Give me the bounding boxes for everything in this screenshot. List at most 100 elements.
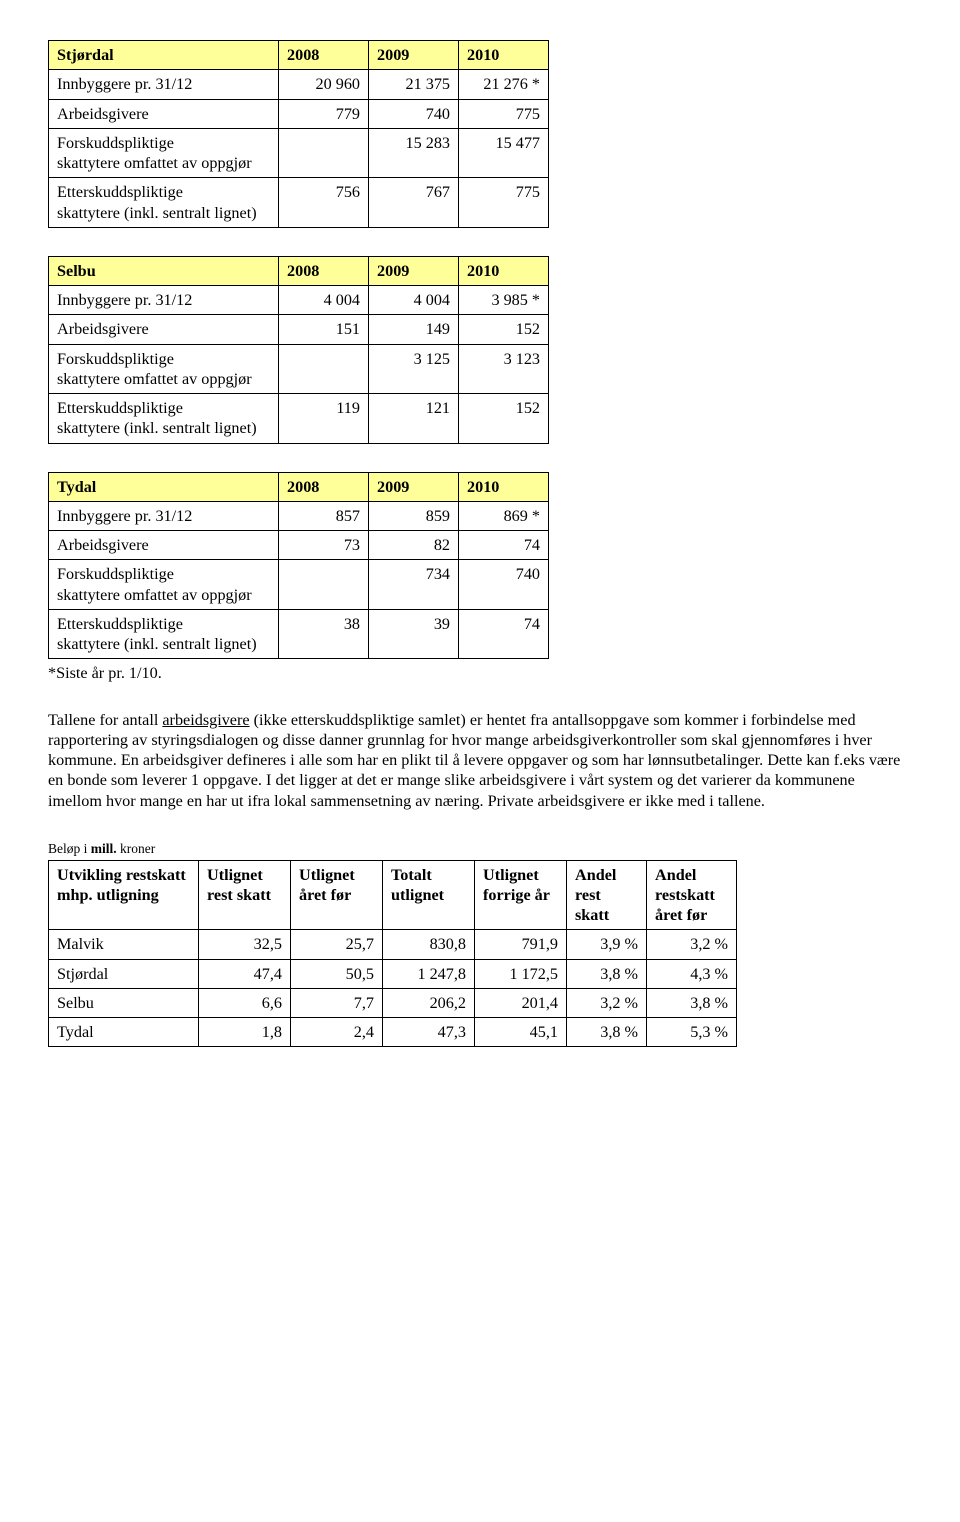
table-header-row: Stjørdal200820092010 (49, 41, 549, 70)
rest-h3: Totalt utlignet (383, 860, 475, 930)
cell-value: 39 (369, 609, 459, 659)
cell-value: 779 (279, 99, 369, 128)
table-header-row: Selbu200820092010 (49, 256, 549, 285)
table-row: Forskuddspliktigeskattytere omfattet av … (49, 560, 549, 610)
table-row: Forskuddspliktigeskattytere omfattet av … (49, 128, 549, 178)
year-header: 2009 (369, 41, 459, 70)
cell-value: 21 375 (369, 70, 459, 99)
rest-h6: Andel restskatt året før (647, 860, 737, 930)
row-label: Etterskuddspliktigeskattytere (inkl. sen… (49, 178, 279, 228)
table-header-row: Tydal200820092010 (49, 472, 549, 501)
year-header: 2008 (279, 256, 369, 285)
rest-h4: Utlignet forrige år (475, 860, 567, 930)
rest-caption: Beløp i mill. kroner (48, 841, 912, 858)
cell-value: 3 123 (459, 344, 549, 394)
year-header: 2009 (369, 256, 459, 285)
rest-cell: 3,9 % (567, 930, 647, 959)
rest-cell: 830,8 (383, 930, 475, 959)
rest-cell: 45,1 (475, 1018, 567, 1047)
year-header: 2009 (369, 472, 459, 501)
table-footnote: *Siste år pr. 1/10. (48, 663, 912, 683)
table-row: Innbyggere pr. 31/12857859869 * (49, 501, 549, 530)
cell-value: 859 (369, 501, 459, 530)
row-label: Arbeidsgivere (49, 315, 279, 344)
rest-row-label: Selbu (49, 988, 199, 1017)
rest-h2: Utlignet året før (291, 860, 383, 930)
rest-row: Selbu6,67,7206,2201,43,2 %3,8 % (49, 988, 737, 1017)
para-underlined: arbeidsgivere (162, 711, 249, 729)
cell-value: 121 (369, 394, 459, 444)
row-label: Etterskuddspliktigeskattytere (inkl. sen… (49, 609, 279, 659)
rest-cell: 5,3 % (647, 1018, 737, 1047)
row-label: Forskuddspliktigeskattytere omfattet av … (49, 344, 279, 394)
cell-value: 3 985 * (459, 286, 549, 315)
table-row: Etterskuddspliktigeskattytere (inkl. sen… (49, 178, 549, 228)
cell-value: 149 (369, 315, 459, 344)
cell-value (279, 344, 369, 394)
rest-cell: 1 172,5 (475, 959, 567, 988)
cell-value: 4 004 (369, 286, 459, 315)
cell-value: 74 (459, 531, 549, 560)
cell-value: 857 (279, 501, 369, 530)
rest-h5: Andel rest skatt (567, 860, 647, 930)
year-header: 2010 (459, 256, 549, 285)
table-title: Selbu (49, 256, 279, 285)
table-row: Innbyggere pr. 31/1220 96021 37521 276 * (49, 70, 549, 99)
year-header: 2008 (279, 472, 369, 501)
row-label: Forskuddspliktigeskattytere omfattet av … (49, 560, 279, 610)
cell-value: 734 (369, 560, 459, 610)
cell-value: 15 283 (369, 128, 459, 178)
cell-value: 119 (279, 394, 369, 444)
cell-value: 767 (369, 178, 459, 228)
cell-value (279, 560, 369, 610)
explanatory-paragraph: Tallene for antall arbeidsgivere (ikke e… (48, 710, 912, 811)
rest-cell: 47,4 (199, 959, 291, 988)
table-row: Etterskuddspliktigeskattytere (inkl. sen… (49, 609, 549, 659)
table-row: Arbeidsgivere738274 (49, 531, 549, 560)
rest-row: Tydal1,82,447,345,13,8 %5,3 % (49, 1018, 737, 1047)
rest-row: Malvik32,525,7830,8791,93,9 %3,2 % (49, 930, 737, 959)
year-header: 2010 (459, 41, 549, 70)
cell-value: 869 * (459, 501, 549, 530)
municipal-table: Tydal200820092010Innbyggere pr. 31/12857… (48, 472, 549, 660)
row-label: Innbyggere pr. 31/12 (49, 501, 279, 530)
rest-cell: 47,3 (383, 1018, 475, 1047)
municipal-table: Selbu200820092010Innbyggere pr. 31/124 0… (48, 256, 549, 444)
table-row: Arbeidsgivere151149152 (49, 315, 549, 344)
rest-cell: 6,6 (199, 988, 291, 1017)
municipal-table: Stjørdal200820092010Innbyggere pr. 31/12… (48, 40, 549, 228)
rest-cell: 3,2 % (647, 930, 737, 959)
row-label: Arbeidsgivere (49, 99, 279, 128)
row-label: Innbyggere pr. 31/12 (49, 70, 279, 99)
rest-cell: 3,8 % (647, 988, 737, 1017)
row-label: Forskuddspliktigeskattytere omfattet av … (49, 128, 279, 178)
table-row: Arbeidsgivere779740775 (49, 99, 549, 128)
rest-cell: 201,4 (475, 988, 567, 1017)
rest-cell: 791,9 (475, 930, 567, 959)
rest-table: Utvikling restskatt mhp. utligning Utlig… (48, 860, 737, 1048)
rest-row: Stjørdal47,450,51 247,81 172,53,8 %4,3 % (49, 959, 737, 988)
rest-row-label: Malvik (49, 930, 199, 959)
cell-value: 152 (459, 315, 549, 344)
table-row: Innbyggere pr. 31/124 0044 0043 985 * (49, 286, 549, 315)
cell-value (279, 128, 369, 178)
cell-value: 20 960 (279, 70, 369, 99)
cell-value: 38 (279, 609, 369, 659)
row-label: Innbyggere pr. 31/12 (49, 286, 279, 315)
rest-cell: 3,2 % (567, 988, 647, 1017)
table-row: Etterskuddspliktigeskattytere (inkl. sen… (49, 394, 549, 444)
table-title: Tydal (49, 472, 279, 501)
cell-value: 152 (459, 394, 549, 444)
table-title: Stjørdal (49, 41, 279, 70)
cell-value: 151 (279, 315, 369, 344)
table-row: Forskuddspliktigeskattytere omfattet av … (49, 344, 549, 394)
year-header: 2008 (279, 41, 369, 70)
cell-value: 15 477 (459, 128, 549, 178)
rest-cell: 206,2 (383, 988, 475, 1017)
cell-value: 3 125 (369, 344, 459, 394)
para-pre: Tallene for antall (48, 711, 162, 729)
row-label: Etterskuddspliktigeskattytere (inkl. sen… (49, 394, 279, 444)
row-label: Arbeidsgivere (49, 531, 279, 560)
rest-h0: Utvikling restskatt mhp. utligning (49, 860, 199, 930)
rest-cell: 25,7 (291, 930, 383, 959)
